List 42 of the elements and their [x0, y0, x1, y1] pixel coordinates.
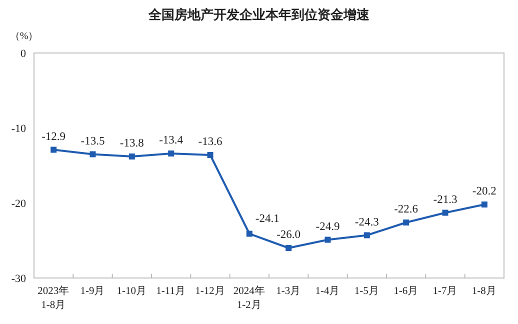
text: -13.8 [120, 138, 144, 150]
point [207, 152, 214, 158]
point [364, 232, 370, 238]
point [90, 151, 96, 158]
x-tick-label: 1-3月 [276, 285, 302, 297]
text: -24.3 [354, 216, 379, 228]
text: -21.3 [433, 194, 458, 206]
y-tick-label: -20 [11, 198, 26, 210]
x-tick-label: 1-10月 [116, 285, 148, 297]
point [246, 230, 252, 237]
x-tick-label: 2023年 1-8月 [38, 285, 70, 311]
y-tick-label: 0 [20, 48, 26, 60]
x-tick-label: 1-7月 [432, 285, 458, 297]
text: -20.2 [472, 186, 496, 198]
point [286, 245, 292, 251]
point [128, 154, 135, 160]
text: -24.1 [255, 212, 280, 225]
text: -13.6 [198, 136, 222, 148]
x-tick-label: 1-11月 [156, 285, 186, 297]
x-tick-label: 2024年 1-2月 [233, 285, 266, 311]
x-tick-label: 1-8月 [472, 285, 497, 297]
text: -22.6 [394, 204, 418, 216]
point [168, 150, 174, 156]
x-tick-label: 1-9月 [80, 285, 106, 297]
point [324, 236, 331, 243]
x-tick-label: 1-6月 [394, 285, 419, 297]
y-tick-label: -30 [11, 273, 26, 285]
chart-title: 全国房地产开发企业本年到位资金增速 [148, 7, 370, 22]
text: -26.0 [276, 229, 301, 241]
x-tick-label: 1-5月 [354, 285, 380, 297]
text: -13.4 [159, 134, 184, 146]
x-tick-label: 1-4月 [315, 285, 340, 297]
text: -12.9 [42, 130, 66, 143]
y-tick-label: -10 [11, 123, 26, 135]
point [403, 220, 410, 226]
y-axis-title: （%） [10, 31, 38, 42]
point [442, 210, 448, 216]
text: -13.5 [80, 135, 105, 148]
point [481, 202, 488, 208]
point [50, 146, 57, 153]
text: -24.9 [316, 220, 340, 233]
x-tick-label: 1-12月 [195, 285, 226, 297]
